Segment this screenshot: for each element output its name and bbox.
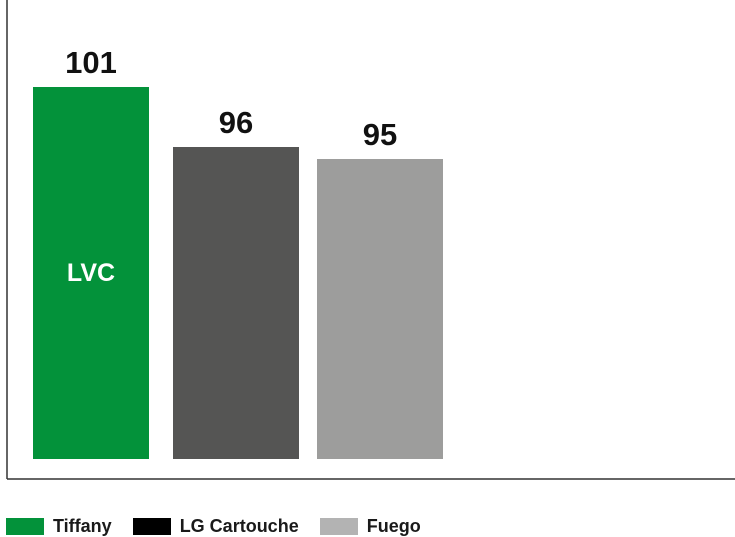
legend-swatch-tiffany bbox=[6, 518, 44, 535]
data-label-lg-cartouche: 96 bbox=[219, 105, 253, 140]
data-label-tiffany: 101 bbox=[65, 45, 117, 80]
legend-label-lg-cartouche: LG Cartouche bbox=[179, 516, 299, 536]
bar-inner-label-tiffany: LVC bbox=[67, 259, 115, 287]
bar-fuego bbox=[317, 159, 443, 459]
bars-group: 101 LVC 96 95 bbox=[33, 45, 443, 459]
legend-label-tiffany: Tiffany bbox=[53, 516, 112, 536]
data-label-fuego: 95 bbox=[363, 117, 397, 152]
bar-tiffany bbox=[33, 87, 149, 459]
legend-item-fuego: Fuego bbox=[319, 516, 421, 537]
legend-swatch-lg-cartouche bbox=[132, 518, 171, 535]
legend-label-fuego: Fuego bbox=[366, 516, 421, 536]
legend-item-lg-cartouche: LG Cartouche bbox=[132, 516, 299, 537]
bar-lg-cartouche bbox=[173, 147, 299, 459]
legend-swatch-fuego bbox=[319, 518, 358, 535]
legend: Tiffany LG Cartouche Fuego bbox=[6, 516, 421, 537]
legend-item-tiffany: Tiffany bbox=[6, 516, 112, 537]
